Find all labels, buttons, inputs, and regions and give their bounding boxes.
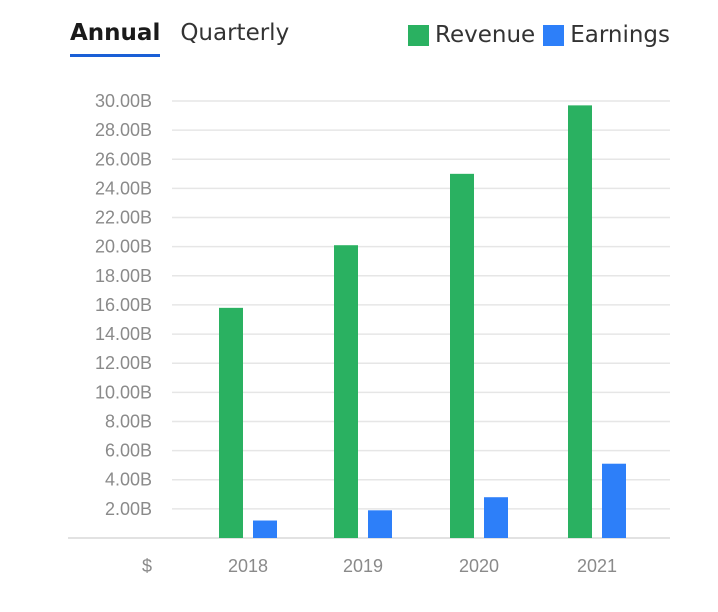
legend-item-earnings[interactable]: Earnings (543, 22, 670, 48)
bar-earnings-2019[interactable] (368, 510, 392, 538)
bar-earnings-2020[interactable] (484, 497, 508, 538)
legend-label-earnings: Earnings (570, 22, 670, 48)
x-tick-label: 2021 (577, 556, 617, 576)
legend-swatch-earnings (543, 24, 565, 46)
y-tick-label: 18.00B (95, 266, 152, 286)
y-tick-label: 10.00B (95, 382, 152, 402)
bar-earnings-2021[interactable] (602, 463, 626, 538)
tab-annual[interactable]: Annual (70, 18, 161, 57)
period-tabs: Annual Quarterly (70, 18, 289, 58)
y-tick-label: 14.00B (95, 324, 152, 344)
bar-revenue-2018[interactable] (219, 307, 243, 538)
currency-label: $ (142, 556, 152, 576)
y-tick-label: 16.00B (95, 295, 152, 315)
y-tick-label: 4.00B (105, 470, 152, 490)
y-tick-label: 6.00B (105, 441, 152, 461)
y-tick-label: 26.00B (95, 149, 152, 169)
y-tick-label: 12.00B (95, 353, 152, 373)
tab-quarterly[interactable]: Quarterly (180, 20, 290, 46)
x-tick-label: 2019 (343, 556, 383, 576)
y-tick-label: 22.00B (95, 208, 152, 228)
bar-revenue-2020[interactable] (450, 173, 474, 539)
y-tick-label: 30.00B (95, 91, 152, 111)
y-tick-label: 28.00B (95, 120, 152, 140)
y-tick-label: 8.00B (105, 411, 152, 431)
chart-legend: Revenue Earnings (408, 22, 670, 48)
bar-revenue-2019[interactable] (334, 245, 358, 538)
y-tick-label: 20.00B (95, 237, 152, 257)
x-tick-label: 2020 (459, 556, 499, 576)
legend-label-revenue: Revenue (435, 22, 536, 48)
bar-revenue-2021[interactable] (568, 105, 592, 539)
legend-item-revenue[interactable]: Revenue (408, 22, 535, 48)
bar-earnings-2018[interactable] (253, 520, 277, 538)
x-tick-label: 2018 (228, 556, 268, 576)
y-tick-label: 24.00B (95, 178, 152, 198)
y-tick-label: 2.00B (105, 499, 152, 519)
legend-swatch-revenue (408, 24, 430, 46)
